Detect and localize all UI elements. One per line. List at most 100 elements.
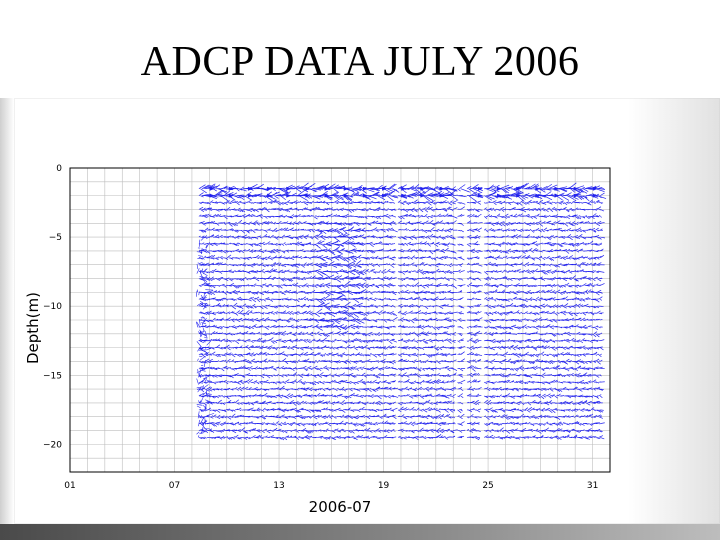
- current-vector: [346, 229, 353, 232]
- current-vector: [540, 195, 546, 198]
- current-vector: [339, 222, 342, 224]
- current-vector: [600, 216, 602, 218]
- current-vector: [281, 243, 285, 246]
- current-vector: [504, 213, 509, 217]
- current-vector: [448, 234, 453, 238]
- current-vector: [576, 236, 581, 239]
- current-vector: [364, 202, 368, 205]
- current-vector: [567, 214, 571, 217]
- current-vector: [562, 236, 566, 238]
- current-vector: [548, 243, 553, 247]
- current-vector: [205, 213, 210, 217]
- current-vector: [446, 285, 449, 287]
- current-vector: [473, 228, 478, 231]
- current-vector: [252, 194, 257, 196]
- current-vector: [353, 298, 360, 304]
- current-vector: [565, 282, 570, 286]
- current-vector: [422, 235, 425, 238]
- current-vector: [374, 193, 379, 196]
- current-vector: [542, 209, 546, 212]
- current-vector: [383, 213, 389, 217]
- current-vector: [321, 236, 326, 240]
- current-vector: [575, 236, 578, 239]
- current-vector: [327, 243, 332, 247]
- current-vector: [538, 209, 542, 212]
- current-vector: [444, 243, 449, 247]
- current-vector: [349, 236, 355, 240]
- current-vector: [424, 305, 429, 310]
- current-vector: [426, 242, 430, 245]
- current-vector: [476, 216, 479, 218]
- current-vector: [358, 200, 363, 203]
- current-vector: [507, 216, 510, 218]
- current-vector: [216, 311, 220, 314]
- current-vector: [352, 229, 361, 233]
- current-vector: [336, 215, 340, 217]
- current-vector: [250, 243, 254, 246]
- current-vector: [554, 202, 557, 205]
- current-vector: [504, 222, 509, 226]
- current-vector: [516, 234, 522, 238]
- current-vector: [377, 312, 381, 316]
- current-vector: [245, 243, 248, 245]
- current-vector: [320, 190, 328, 196]
- current-vector: [393, 317, 398, 321]
- current-vector: [277, 249, 280, 252]
- current-vector: [590, 243, 594, 245]
- current-vector: [493, 216, 498, 219]
- current-vector: [336, 229, 343, 235]
- current-vector: [241, 236, 247, 239]
- current-vector: [499, 195, 508, 199]
- current-vector: [350, 192, 356, 196]
- current-vector: [344, 209, 349, 211]
- current-vector: [546, 256, 550, 259]
- current-vector: [230, 199, 234, 203]
- current-vector: [528, 222, 533, 225]
- current-vector: [327, 235, 331, 238]
- current-vector: [430, 227, 435, 231]
- current-vector: [275, 250, 280, 253]
- current-vector: [377, 195, 386, 201]
- current-vector: [270, 208, 275, 210]
- current-vector: [429, 220, 434, 224]
- current-vector: [424, 201, 428, 203]
- current-vector: [415, 191, 421, 196]
- current-vector: [228, 209, 231, 211]
- current-vector: [375, 188, 379, 191]
- current-vector: [446, 201, 449, 203]
- current-vector: [200, 214, 204, 217]
- current-vector: [553, 221, 556, 224]
- current-vector: [237, 207, 241, 210]
- current-vector: [250, 202, 253, 204]
- current-vector: [289, 221, 292, 224]
- current-vector: [484, 228, 487, 231]
- current-vector: [490, 188, 500, 192]
- current-vector: [234, 298, 237, 301]
- current-vector: [368, 207, 371, 210]
- current-vector: [446, 222, 450, 225]
- current-vector: [277, 235, 280, 238]
- current-vector: [212, 311, 215, 314]
- vector-arrowhead: [439, 186, 445, 191]
- current-vector: [325, 207, 329, 210]
- current-vector: [517, 222, 521, 224]
- current-vector: [270, 243, 273, 246]
- current-vector: [303, 243, 308, 246]
- current-vector: [206, 207, 212, 210]
- current-vector: [504, 270, 507, 272]
- current-vector: [493, 195, 498, 199]
- current-vector: [325, 221, 329, 224]
- current-vector: [352, 312, 359, 318]
- current-vector: [540, 303, 545, 307]
- current-vector: [393, 229, 398, 233]
- current-vector: [241, 186, 245, 190]
- current-vector: [474, 216, 477, 218]
- current-vector: [578, 221, 583, 224]
- current-vector: [570, 235, 573, 238]
- current-vector: [568, 208, 573, 210]
- current-vector: [441, 243, 447, 246]
- current-vector: [540, 228, 544, 231]
- current-vector: [386, 236, 392, 239]
- current-vector: [582, 188, 589, 192]
- current-vector: [198, 214, 202, 217]
